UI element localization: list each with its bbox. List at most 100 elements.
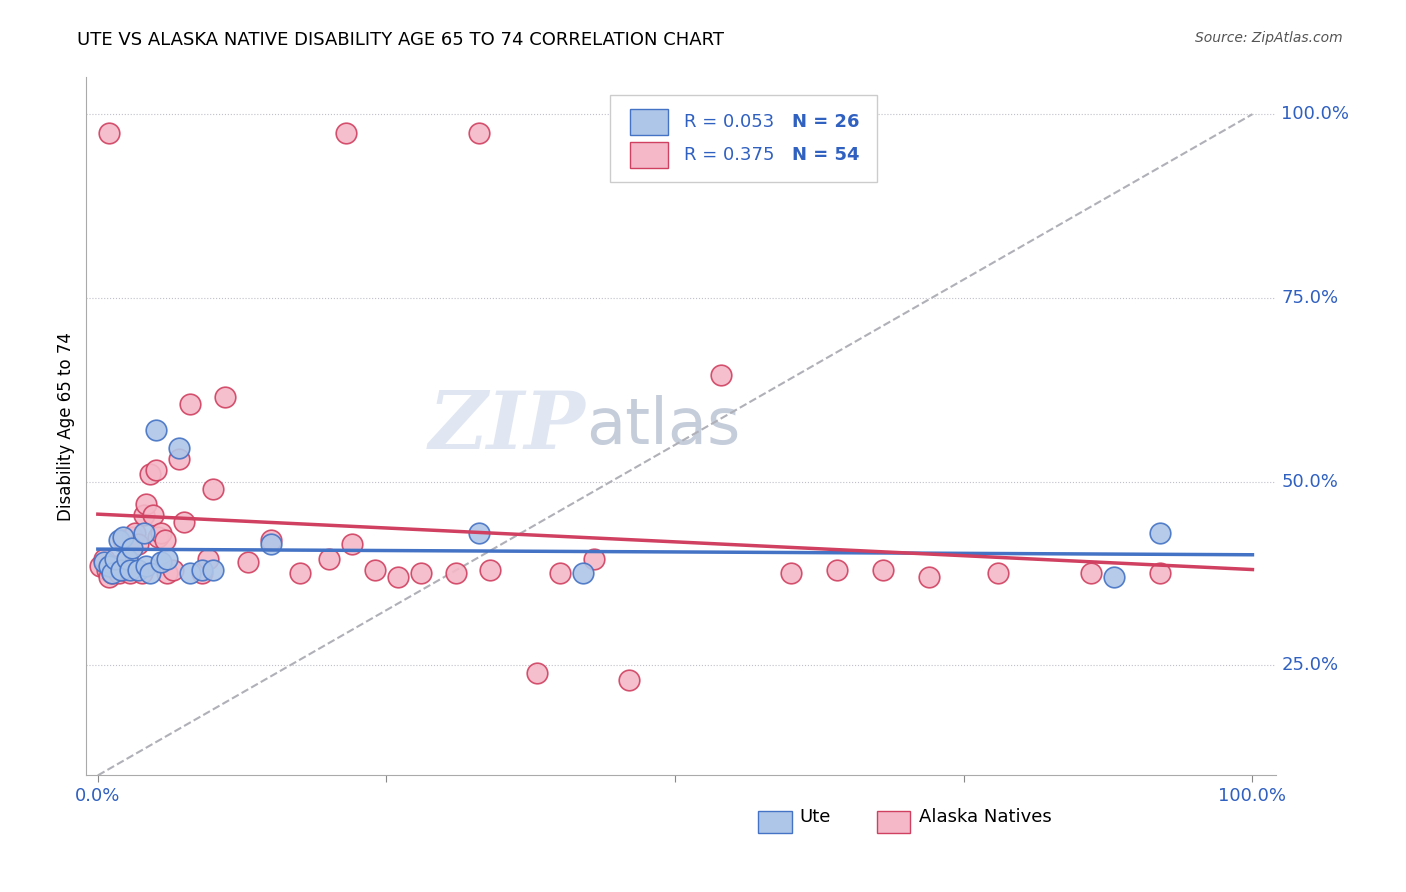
Point [411,566,433,581]
Point [444,566,467,581]
Bar [877,811,911,833]
Point [214,390,236,404]
Point [335,126,357,140]
Point [98,570,121,584]
Point [364,563,387,577]
Point [100,566,122,581]
Bar [630,109,668,136]
Point [124,525,146,540]
Point [104,551,127,566]
Point [340,537,363,551]
Point [146,530,169,544]
Point [872,563,894,577]
Point [112,533,135,548]
Point [1149,566,1171,581]
Point [135,497,157,511]
Point [197,551,219,566]
Point [156,566,179,581]
Text: Alaska Natives: Alaska Natives [918,808,1052,826]
Point [1149,525,1171,540]
Point [107,566,129,581]
Point [131,566,153,581]
Point [93,555,115,569]
Point [150,555,173,569]
Point [115,551,138,566]
Text: N = 26: N = 26 [792,113,859,131]
Point [1102,570,1125,584]
Point [110,563,132,577]
Point [135,559,157,574]
Point [132,508,155,522]
Text: atlas: atlas [586,395,740,458]
Text: 50.0%: 50.0% [1281,473,1339,491]
Text: ZIP: ZIP [429,388,586,465]
Point [112,530,135,544]
Point [918,570,941,584]
Bar [758,811,792,833]
Point [1080,566,1102,581]
Point [260,533,283,548]
Point [156,551,179,566]
Text: Ute: Ute [800,808,831,826]
Text: 25.0%: 25.0% [1281,657,1339,674]
Point [139,566,162,581]
Point [202,482,225,496]
Point [89,559,111,574]
Point [571,566,593,581]
Point [104,559,127,574]
Point [121,541,143,555]
Point [288,566,311,581]
Point [121,530,143,544]
Point [150,525,173,540]
Point [127,537,149,551]
Text: N = 54: N = 54 [792,146,859,164]
Point [145,463,167,477]
Point [987,566,1010,581]
Bar [630,142,668,169]
FancyBboxPatch shape [610,95,877,182]
Point [107,533,129,548]
Point [617,673,640,687]
Point [468,525,491,540]
Point [236,555,259,569]
Point [96,563,118,577]
Point [153,533,176,548]
Point [93,551,115,566]
Point [142,508,165,522]
Text: UTE VS ALASKA NATIVE DISABILITY AGE 65 TO 74 CORRELATION CHART: UTE VS ALASKA NATIVE DISABILITY AGE 65 T… [77,31,724,49]
Point [190,566,212,581]
Point [179,566,201,581]
Point [167,452,190,467]
Point [120,566,142,581]
Point [100,566,122,581]
Point [98,126,121,140]
Point [162,563,184,577]
Point [167,442,190,456]
Point [120,563,142,577]
Point [127,563,149,577]
Point [110,563,132,577]
Y-axis label: Disability Age 65 to 74: Disability Age 65 to 74 [58,332,75,521]
Point [526,665,548,680]
Point [190,563,212,577]
Point [173,515,195,529]
Point [387,570,409,584]
Point [202,563,225,577]
Text: Source: ZipAtlas.com: Source: ZipAtlas.com [1195,31,1343,45]
Point [825,563,848,577]
Point [132,525,155,540]
Point [548,566,571,581]
Text: 75.0%: 75.0% [1281,289,1339,307]
Point [468,126,491,140]
Point [98,559,121,574]
Text: 100.0%: 100.0% [1281,105,1350,123]
Point [260,537,283,551]
Text: R = 0.375: R = 0.375 [685,146,775,164]
Point [115,551,138,566]
Point [479,563,502,577]
Point [179,397,201,411]
Point [318,551,340,566]
Point [139,467,162,482]
Point [710,368,733,382]
Point [583,551,606,566]
